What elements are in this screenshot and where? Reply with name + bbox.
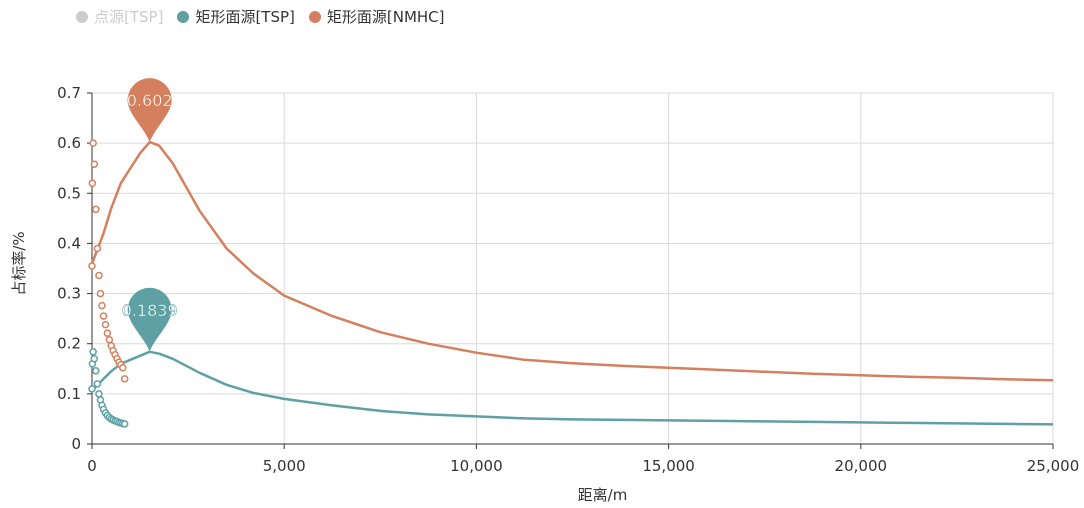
- series-point: [92, 367, 100, 375]
- y-tick-label: 0.6: [57, 134, 81, 152]
- series-point: [119, 364, 127, 372]
- series-point: [88, 385, 96, 393]
- series-point: [89, 347, 97, 356]
- y-axis-label: 占标率/%: [10, 231, 28, 295]
- y-tick-label: 0.7: [57, 84, 81, 102]
- legend-dot-icon: [76, 10, 88, 23]
- legend-dot-icon: [308, 10, 321, 23]
- x-tick-label: 10,000: [450, 457, 503, 475]
- series-point: [93, 380, 102, 388]
- series-point: [89, 139, 97, 147]
- x-tick-label: 0: [87, 457, 97, 475]
- series-point: [93, 244, 102, 253]
- x-tick-label: 20,000: [835, 457, 888, 475]
- series-point: [99, 312, 108, 320]
- series-point: [90, 160, 99, 168]
- series-point: [95, 271, 103, 280]
- y-tick-label: 0: [71, 435, 81, 453]
- legend-item[interactable]: 矩形面源[TSP]: [177, 6, 295, 27]
- legend-item[interactable]: 点源[TSP]: [76, 6, 163, 27]
- legend-item[interactable]: 矩形面源[NMHC]: [308, 6, 445, 27]
- series-line: [91, 350, 1054, 426]
- series-point: [120, 375, 129, 383]
- legend-label: 矩形面源[NMHC]: [326, 8, 445, 26]
- peak-value-label: 0.1839: [122, 301, 178, 320]
- x-tick-label: 25,000: [1027, 457, 1080, 475]
- series-point: [120, 420, 129, 428]
- series-point: [88, 179, 97, 188]
- series-point: [95, 390, 103, 398]
- y-tick-label: 0.2: [57, 335, 81, 353]
- legend-dot-icon: [177, 10, 190, 23]
- series-line: [90, 140, 1054, 382]
- y-tick-label: 0.1: [57, 385, 81, 403]
- y-tick-label: 0.5: [57, 184, 81, 202]
- x-tick-label: 15,000: [642, 457, 695, 475]
- series-point: [98, 301, 106, 310]
- series-point: [92, 205, 100, 214]
- peak-marker-pin: [127, 78, 172, 143]
- peak-value-label: 0.602: [127, 91, 173, 110]
- series-point: [96, 289, 105, 298]
- peak-marker-pin: [127, 287, 172, 352]
- legend-label: 点源[TSP]: [94, 8, 164, 26]
- y-tick-label: 0.3: [57, 285, 81, 303]
- x-tick-label: 5,000: [263, 457, 306, 475]
- x-axis-label: 距离/m: [578, 486, 628, 504]
- series-point: [103, 329, 112, 337]
- legend-label: 矩形面源[TSP]: [195, 8, 295, 26]
- series-point: [90, 355, 99, 363]
- series-point: [88, 262, 96, 270]
- legend: 点源[TSP] 矩形面源[TSP] 矩形面源[NMHC]: [76, 6, 445, 27]
- y-tick-label: 0.4: [57, 234, 81, 252]
- series-point: [101, 320, 110, 329]
- series-point: [105, 335, 114, 344]
